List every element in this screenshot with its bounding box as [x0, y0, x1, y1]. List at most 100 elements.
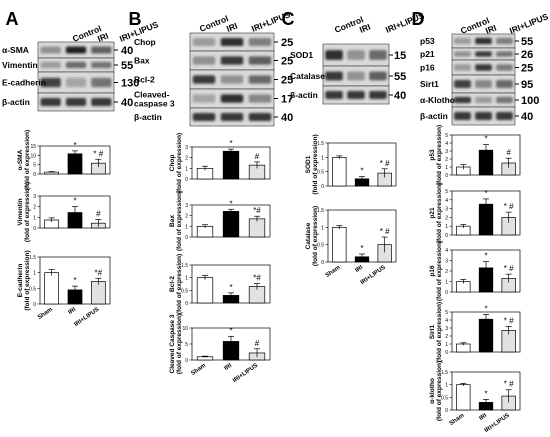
- significance-marker: * #: [93, 149, 103, 158]
- blot-band: [369, 71, 387, 81]
- y-axis-label: α-SMA(fold of expression): [17, 130, 31, 190]
- blot-band: [91, 61, 112, 69]
- y-tick-label: 1: [445, 224, 448, 230]
- y-tick-label: 0: [445, 408, 448, 414]
- blot-band: [40, 46, 61, 54]
- blot-band: [347, 91, 365, 99]
- blot-band: [65, 61, 87, 69]
- significance-marker: * #: [380, 159, 390, 168]
- blot-band: [454, 96, 471, 104]
- significance-marker: #: [255, 152, 260, 161]
- blot-label: β-actin: [420, 111, 448, 121]
- blot-row-sirt1: Sirt1 95: [420, 74, 533, 94]
- y-tick-label: 1.5: [181, 263, 188, 269]
- y-tick-label: 1: [33, 271, 36, 277]
- blot-band: [475, 112, 492, 120]
- blot-row-cleaved-caspase-3: Cleaved-caspase 3 17: [134, 88, 293, 109]
- x-tick-label-iri: IRI: [354, 265, 364, 275]
- blot-row-p21: p21 26: [420, 47, 533, 61]
- blot-band: [248, 75, 272, 84]
- blot-band: [248, 94, 272, 103]
- blot-row-catalase: Catalase 55: [290, 65, 406, 87]
- bar-sham: [44, 272, 60, 305]
- blot-band: [248, 56, 272, 65]
- significance-marker: *: [484, 135, 487, 144]
- blot-band: [369, 50, 387, 60]
- blot-band: [454, 112, 471, 120]
- bar-sham: [332, 226, 347, 263]
- blot-band: [454, 80, 471, 88]
- y-tick-label: 4: [445, 318, 448, 324]
- y-axis-label: Catalase(fold of expression): [305, 206, 319, 266]
- blot-row-p53: p53 55: [420, 33, 533, 49]
- significance-marker: *: [229, 326, 232, 335]
- blot-band: [220, 94, 244, 103]
- significance-marker: *: [360, 167, 363, 176]
- blot-band: [220, 113, 244, 121]
- blot-band: [496, 37, 513, 45]
- blot-band: [325, 50, 343, 60]
- y-tick-label: 1.5: [29, 255, 36, 261]
- panel-letter: A: [6, 9, 19, 29]
- blot-row-e-cadherin: E-cadherin 130: [2, 71, 139, 94]
- chart-a-sma: 0 5 10 15α-SMA(fold of expression) * * #: [17, 130, 111, 190]
- blot-band: [192, 75, 216, 84]
- significance-marker: #: [255, 339, 260, 348]
- blot-band: [475, 37, 492, 45]
- y-axis-label: Sirt1(fold of expression): [429, 302, 443, 362]
- blot-row-chop: Chop 25: [134, 32, 293, 52]
- panel-letter: C: [282, 9, 295, 29]
- column-label-iri: IRI: [96, 31, 110, 44]
- y-tick-label: 3: [185, 145, 188, 151]
- y-tick-label: 0: [445, 173, 448, 179]
- significance-marker: * #: [380, 227, 390, 236]
- x-tick-label-iri: IRI: [223, 363, 233, 373]
- y-tick-label: 1: [445, 280, 448, 286]
- blot-band: [91, 46, 112, 54]
- kda-marker: 25: [281, 37, 293, 49]
- y-tick-label: 5: [445, 189, 448, 195]
- y-tick-label: 2: [185, 156, 188, 162]
- y-axis-label: p16(fold of expression): [429, 241, 443, 301]
- blot-label: Sirt1: [420, 79, 439, 89]
- kda-marker: 40: [521, 111, 533, 123]
- column-label-iri: IRI: [225, 21, 239, 34]
- y-tick-label: 1: [185, 166, 188, 172]
- kda-marker: 130: [121, 78, 139, 90]
- y-tick-label: 0.5: [441, 395, 448, 401]
- y-tick-label: 2: [445, 215, 448, 221]
- y-tick-label: 1: [185, 276, 188, 282]
- y-tick-label: 0: [185, 358, 188, 364]
- y-tick-label: 3: [445, 207, 448, 213]
- blot-band: [347, 50, 365, 60]
- y-axis-label: Cleaved Caspase 3(fold of expression): [169, 314, 183, 374]
- kda-marker: 40: [121, 97, 133, 109]
- bar-iri-lipus: [90, 281, 106, 305]
- blot-band: [220, 38, 244, 46]
- kda-marker: 17: [281, 94, 293, 106]
- y-tick-label: 2: [445, 157, 448, 163]
- blot-band: [192, 94, 216, 103]
- blot-band: [248, 113, 272, 121]
- y-tick-label: 2: [445, 334, 448, 340]
- y-tick-label: 0.5: [317, 170, 324, 176]
- y-tick-label: 0: [321, 260, 324, 266]
- kda-marker: 15: [394, 50, 406, 62]
- blot-label: Catalase: [290, 71, 325, 81]
- blot-band: [220, 56, 244, 65]
- y-axis-label: α-klotho(fold of expression): [429, 361, 443, 421]
- blot-band: [65, 46, 87, 54]
- significance-marker: *: [229, 199, 232, 208]
- blot-band: [40, 77, 61, 88]
- y-tick-label: 3: [445, 326, 448, 332]
- column-label-iri: IRI: [484, 23, 498, 36]
- blot-band: [325, 91, 343, 99]
- y-axis-label: Bax(fold of expression): [169, 191, 183, 251]
- y-tick-label: 0: [185, 235, 188, 241]
